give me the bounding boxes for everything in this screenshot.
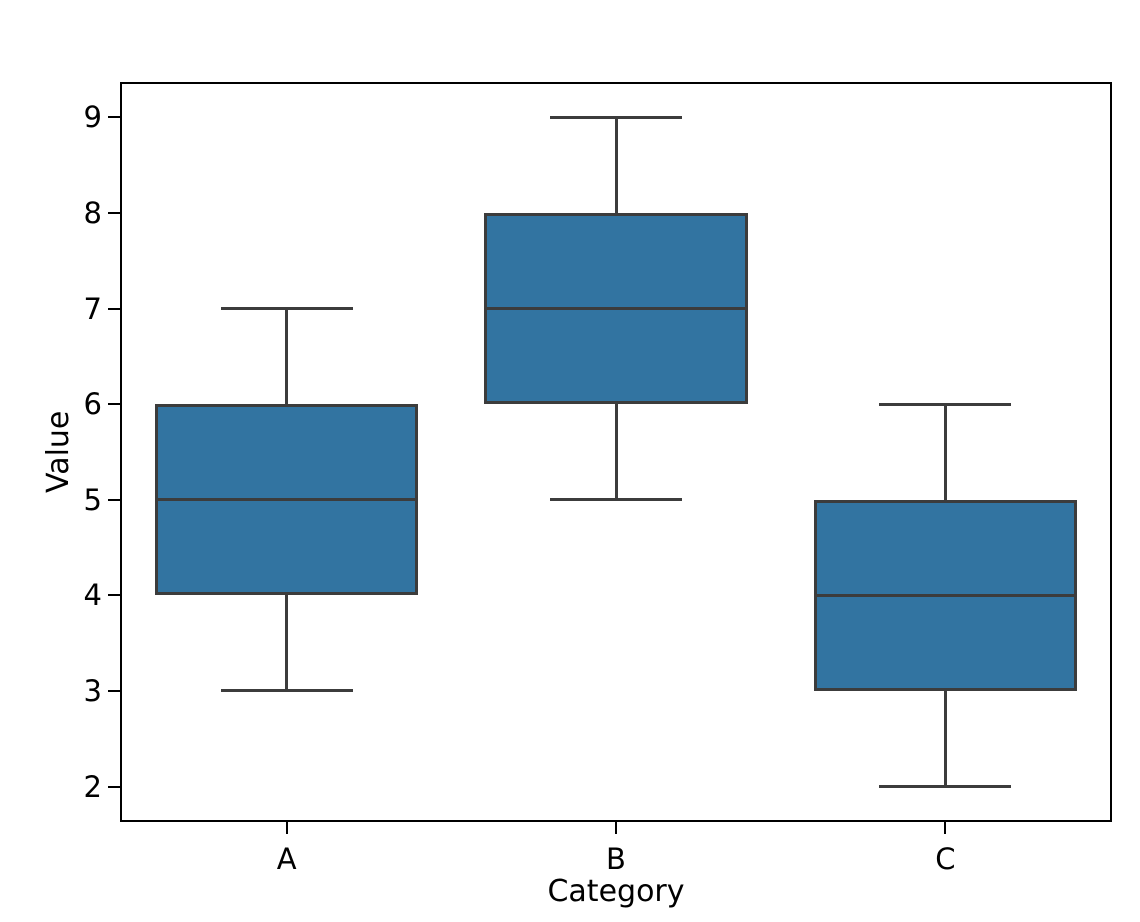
y-tick-label: 8	[83, 196, 102, 231]
x-tick-label: C	[935, 842, 956, 876]
whisker-upper-line	[943, 404, 947, 500]
x-tick-mark	[944, 820, 947, 834]
whisker-upper-cap	[879, 402, 1012, 406]
median-line	[154, 498, 419, 502]
y-tick-label: 3	[83, 673, 102, 708]
y-tick-mark	[108, 403, 120, 406]
y-tick-label: 7	[83, 291, 102, 326]
y-tick-mark	[108, 498, 120, 501]
median-line	[813, 593, 1078, 597]
y-tick-mark	[108, 689, 120, 692]
plot-area: Value Category 2 3 4 5 6 7 8 9 A B C	[41, 82, 1112, 909]
y-tick-label: 9	[83, 100, 102, 135]
y-tick-label: 6	[83, 387, 102, 422]
y-tick-label: 5	[83, 482, 102, 517]
whisker-lower-cap	[879, 785, 1012, 789]
median-line	[484, 307, 748, 311]
y-axis-label: Value	[41, 410, 76, 494]
whisker-lower-line	[943, 690, 947, 787]
whisker-lower-line	[614, 404, 618, 500]
y-tick-mark	[108, 212, 120, 215]
x-axis-label: Category	[547, 874, 685, 909]
y-tick-mark	[108, 307, 120, 310]
y-tick-label: 4	[83, 578, 102, 613]
y-tick-mark	[108, 594, 120, 597]
y-tick-label: 2	[83, 769, 102, 804]
whisker-lower-cap	[220, 689, 353, 693]
x-tick-mark	[285, 820, 288, 834]
whisker-lower-cap	[550, 498, 682, 502]
y-tick-mark	[108, 116, 120, 119]
whisker-upper-line	[614, 117, 618, 214]
x-tick-mark	[615, 820, 617, 834]
y-tick-mark	[108, 785, 120, 788]
whisker-lower-line	[285, 595, 289, 691]
whisker-upper-cap	[220, 307, 353, 311]
whisker-upper-line	[285, 308, 289, 405]
whisker-upper-cap	[550, 115, 682, 119]
x-tick-label: B	[606, 842, 626, 876]
x-tick-label: A	[276, 842, 297, 876]
